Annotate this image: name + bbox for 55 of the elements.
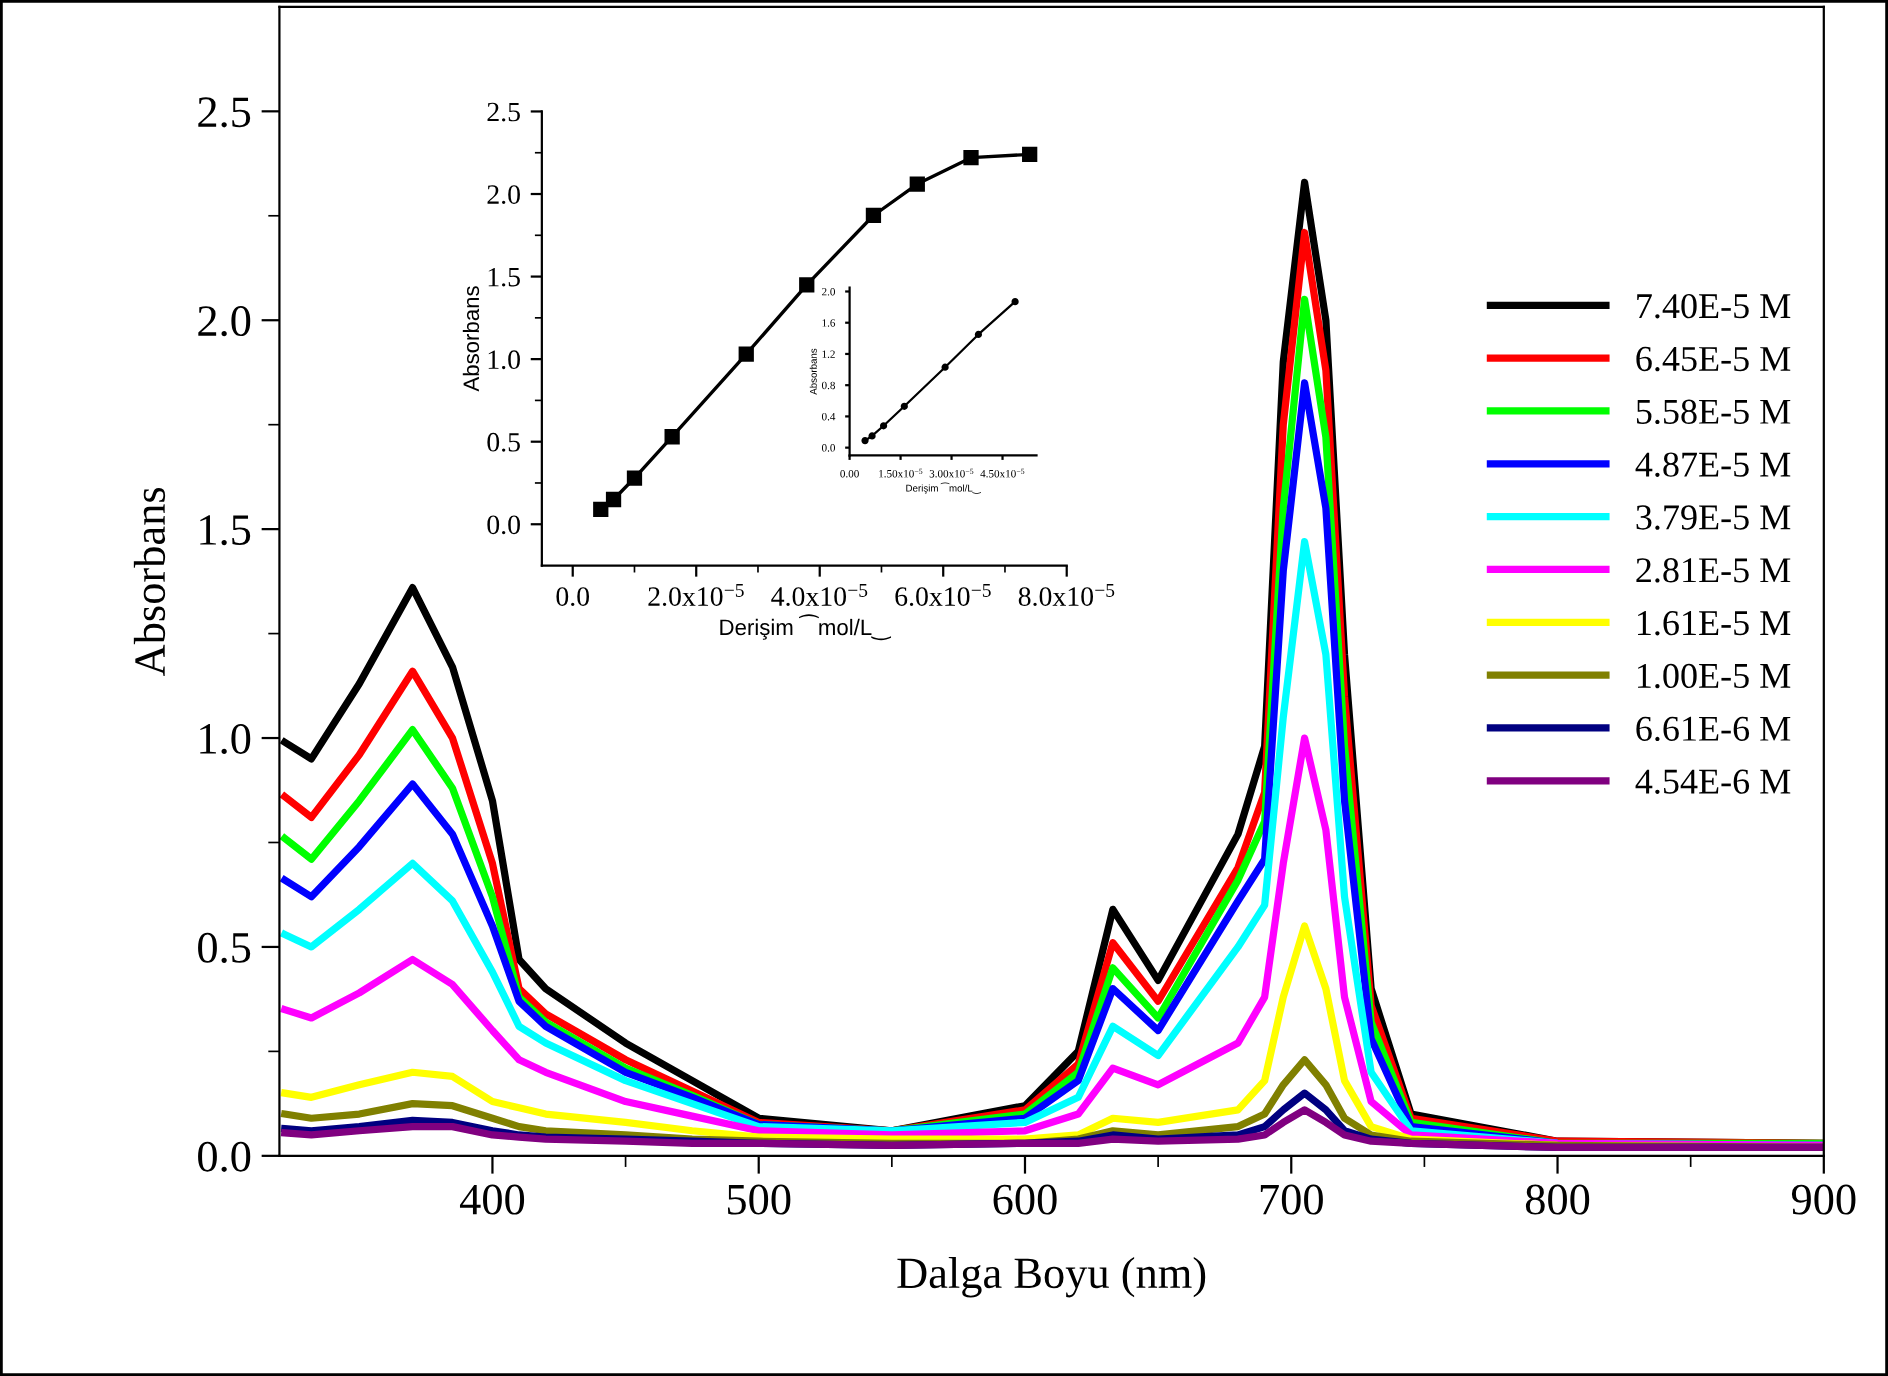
point (909, 176, 925, 192)
y-tick-label: 2.5 (487, 102, 520, 122)
point (865, 207, 882, 224)
point (738, 346, 754, 362)
x-tick-label: 400 (459, 1184, 525, 1215)
x-tick-label: 0.0 (556, 587, 590, 607)
y-tick-label: 2.0 (198, 306, 251, 337)
legend-label: 6.61E-6 M (1636, 716, 1791, 742)
legend-label: 3.79E-5 M (1636, 505, 1791, 530)
x-tick-label: 700 (1260, 1184, 1323, 1215)
point (861, 437, 869, 445)
x-axis-title: Dalga Boyu (nm) (897, 1256, 1206, 1298)
x-tick-label: 2.0x10$^{−5}$ (648, 583, 744, 607)
x-tick-label: 4.0x10$^{−5}$ (771, 583, 868, 607)
y-tick-label: 2.0 (487, 185, 520, 205)
legend-label: 7.40E-5 M (1637, 293, 1791, 319)
legend-label: 4.87E-5 M (1635, 452, 1791, 477)
point (605, 491, 622, 508)
y-tick-label: 0.0 (487, 515, 520, 535)
y-tick-label: 0.0 (198, 1141, 251, 1172)
line-series (281, 1106, 1824, 1152)
y-tick-label: 0.5 (487, 432, 520, 452)
legend-label: 4.54E-6 M (1635, 769, 1791, 794)
point (626, 470, 643, 486)
x-tick-label: 800 (1525, 1184, 1590, 1215)
point (879, 422, 888, 430)
point (593, 501, 609, 518)
x-tick-label: 500 (727, 1184, 791, 1215)
point (868, 432, 876, 440)
y-tick-label: 1.0 (200, 723, 251, 755)
y-tick-label: 2.5 (198, 97, 251, 128)
point (974, 330, 983, 339)
point (900, 402, 908, 410)
legend-label: 5.58E-5 M (1636, 399, 1791, 425)
x-axis-title: Derişim ⁀mol/L‿ (720, 614, 892, 641)
x-tick-label: 900 (1791, 1184, 1856, 1215)
point (963, 150, 979, 166)
legend-label: 1.00E-5 M (1638, 663, 1791, 689)
y-axis-title: Absorbans (462, 286, 480, 392)
x-tick-label: 8.0x10$^{−5}$ (1018, 583, 1115, 607)
y-tick-label: 1.5 (200, 515, 251, 546)
point (664, 429, 680, 445)
x-tick-label: 6.0x10$^{−5}$ (895, 583, 991, 607)
y-tick-label: 1.5 (488, 267, 520, 287)
y-tick-label: 1.0 (488, 350, 520, 370)
legend-label: 6.45E-5 M (1636, 346, 1791, 372)
point (1022, 146, 1038, 163)
point (941, 363, 949, 371)
x-tick-label: 600 (993, 1184, 1057, 1215)
point (1011, 298, 1019, 306)
y-axis-title: Absorbans (133, 487, 166, 676)
y-tick-label: 0.5 (198, 932, 251, 963)
legend-label: 2.81E-5 M (1636, 558, 1791, 583)
legend-label: 1.61E-5 M (1638, 611, 1791, 636)
point (799, 277, 815, 293)
